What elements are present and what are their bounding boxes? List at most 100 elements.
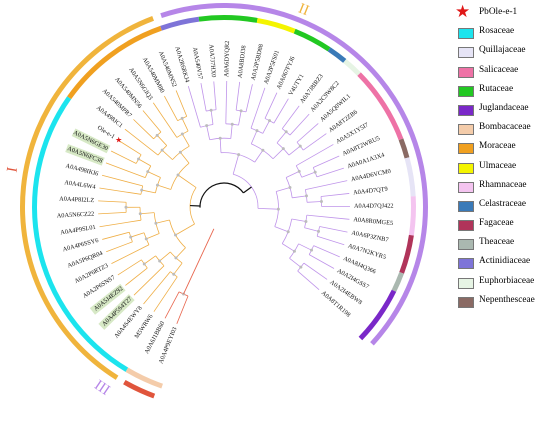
highlight-rect (65, 144, 105, 166)
branch-line-122 (274, 226, 289, 233)
branch-arc-141 (199, 182, 244, 208)
support-node (267, 119, 271, 123)
support-node (138, 212, 142, 216)
branch-line-108 (286, 171, 300, 178)
branch-line-6 (175, 247, 186, 259)
branch-arc-66 (233, 173, 259, 209)
branch-line-89 (250, 87, 266, 129)
branch-line-81 (238, 110, 242, 126)
legend-label: Juglandaceae (479, 102, 529, 113)
branch-line-129 (319, 226, 348, 233)
support-node (205, 124, 209, 128)
legend-label: Nepenthesceae (479, 294, 535, 305)
support-node (319, 199, 323, 203)
branch-line-90 (262, 120, 270, 134)
branch-line-1 (176, 295, 189, 324)
branch-line-62 (181, 118, 189, 132)
support-node (299, 265, 303, 269)
branch-line-135 (313, 245, 340, 258)
legend-item-ulmaceae: Ulmaceae (444, 160, 550, 179)
branch-line-124 (291, 218, 306, 222)
branch-line-28 (140, 212, 155, 215)
branch-line-23 (111, 244, 150, 264)
branch-line-41 (99, 187, 142, 195)
branch-line-96 (276, 131, 287, 144)
legend-label: Rosaceae (479, 26, 515, 37)
support-node (174, 256, 178, 260)
clade-label-ii: II (296, 1, 311, 20)
family-band-nepenthesceae (398, 138, 410, 159)
legend-swatch (458, 66, 474, 78)
branch-line-61 (152, 102, 178, 138)
branch-line-80 (225, 81, 228, 124)
branch-line-24 (130, 232, 145, 238)
leaf-label-ole-e-1: Ole-e-1 (96, 124, 116, 140)
support-node (276, 207, 280, 211)
leaf-label-a0a498iki6: A0A498IKI6 (65, 162, 99, 177)
branch-line-10 (153, 276, 178, 312)
legend-item-moraceae: Moraceae (444, 140, 550, 159)
branch-line-87 (250, 130, 258, 144)
tree-branches (98, 81, 351, 324)
branch-line-57 (133, 119, 154, 140)
branch-line-137 (289, 257, 302, 268)
highlight-box (98, 294, 135, 330)
support-node (313, 170, 317, 174)
branch-line-42 (101, 174, 143, 187)
family-band-salicaceae (357, 72, 404, 141)
family-band-juglandaceae (358, 289, 397, 341)
branch-line-59 (182, 133, 190, 147)
legend-item-pbole-e-1: ★ PbOle-e-1 (444, 4, 550, 25)
branch-line-93 (273, 98, 289, 124)
branch-line-55 (156, 135, 168, 146)
support-node (230, 122, 234, 126)
legend-swatch (458, 124, 474, 136)
legend-label: Ulmaceae (479, 160, 517, 171)
branch-line-67 (232, 154, 240, 175)
family-band-bombacaceae (125, 367, 163, 389)
branch-line-27 (102, 231, 130, 240)
legend-label: Celastraceae (479, 198, 526, 209)
leaf-label-a0a4d7qj422: A0A4D7QJ422 (354, 203, 394, 210)
highlight-rect (98, 294, 135, 330)
legend-item-actinidiaceae: Actinidiaceae (444, 255, 550, 274)
leaf-label-a0a8r0mge5: A0A8R0MGE5 (353, 216, 393, 227)
branch-line-18 (117, 259, 142, 276)
branch-line-19 (155, 219, 170, 224)
highlight-box (65, 144, 105, 166)
leaf-label-a0a4p9sl01: A0A4P9SL01 (60, 224, 96, 237)
support-node (137, 157, 141, 161)
legend-swatch (458, 200, 474, 212)
legend-swatch (458, 277, 474, 289)
branch-line-14 (133, 265, 165, 296)
support-node (297, 169, 301, 173)
branch-line-35 (177, 174, 197, 188)
branch-line-92 (264, 92, 278, 119)
family-band-ulmaceae (256, 17, 296, 34)
support-node (298, 144, 302, 148)
legend-item-euphorbiaceae: Euphorbiaceae (444, 275, 550, 294)
branch-line-78 (230, 124, 233, 139)
branch-line-117 (305, 180, 348, 190)
leaf-label-a0a8bdj38: A0A8BDJ38 (237, 45, 248, 79)
branch-line-144 (183, 228, 215, 295)
clade-band-i (123, 379, 156, 399)
family-ring (32, 14, 416, 389)
branch-line-43 (147, 171, 161, 178)
support-node (292, 249, 296, 253)
branch-line-136 (308, 254, 335, 269)
leaf-label-a0a7j7hx0: A0A7J7HX0 (207, 44, 217, 78)
support-node (140, 188, 144, 192)
legend-label: Moraceae (479, 141, 516, 152)
branch-line-77 (213, 81, 217, 110)
legend-label: Bombacaceae (479, 122, 531, 133)
legend-label: Theaceae (479, 237, 515, 248)
branch-line-113 (313, 155, 340, 168)
legend: ★ PbOle-e-1 Rosaceae Quillajaceae Salicaceae… (444, 4, 550, 313)
family-band-rhamnaceae (408, 196, 416, 236)
branch-line-34 (98, 200, 127, 203)
support-node (146, 170, 150, 174)
legend-swatch (458, 47, 474, 59)
branch-line-94 (272, 148, 284, 160)
